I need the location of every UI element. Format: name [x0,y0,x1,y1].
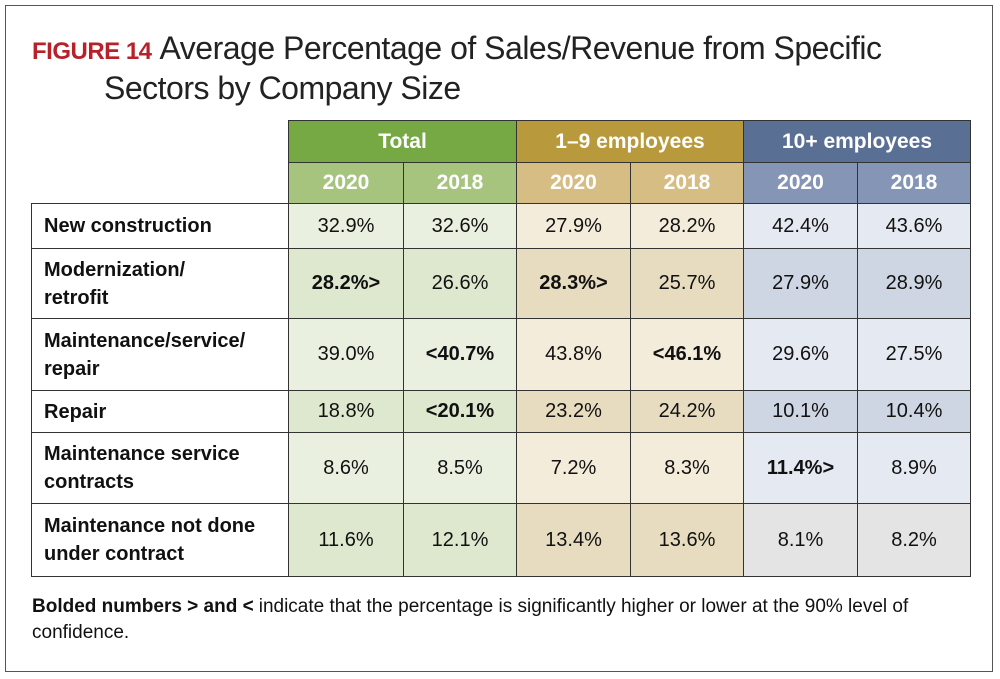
cell: 28.2% [630,203,744,249]
cell: <40.7% [403,318,517,391]
footnote-bold: Bolded numbers > and < [32,596,254,617]
row: Repair 18.8% <20.1% 23.2% 24.2% 10.1% 10.4% [31,390,971,433]
table: Total 1–9 employees 10+ employees 2020 2018 2… [31,120,971,577]
cell: 7.2% [516,432,631,504]
year-header: 2018 [857,162,971,204]
cell: 12.1% [403,503,517,577]
cell: 29.6% [743,318,858,391]
row-label: Maintenance service contracts [31,432,289,504]
cell: 10.4% [857,390,971,433]
row: Modernization/ retrofit 28.2%> 26.6% 28.3%>… [31,248,971,319]
cell: 8.9% [857,432,971,504]
cell: 18.8% [288,390,404,433]
cell: 42.4% [743,203,858,249]
cell: 27.5% [857,318,971,391]
year-header: 2020 [288,162,404,204]
cell: 27.9% [516,203,631,249]
footnote: Bolded numbers > and < indicate that the … [32,594,972,646]
cell: 8.6% [288,432,404,504]
cell: 11.4%> [743,432,858,504]
row: Maintenance/service/ repair 39.0% <40.7% 43… [31,318,971,391]
cell: 26.6% [403,248,517,319]
figure-label: FIGURE 14 [32,38,152,65]
year-header: 2020 [743,162,858,204]
cell: <46.1% [630,318,744,391]
cell: 32.6% [403,203,517,249]
title-line: Sectors by Company Size [104,70,461,106]
title-line: Average Percentage of Sales/Revenue from… [159,30,883,66]
row: New construction 32.9% 32.6% 27.9% 28.2% 42.4… [31,203,971,249]
year-header: 2018 [630,162,744,204]
footnote-text: indicate that the percentage is signific… [32,596,909,643]
cell: 32.9% [288,203,404,249]
group-header: Total [288,120,517,163]
cell: 8.1% [743,503,858,577]
cell: 28.9% [857,248,971,319]
row: Maintenance service contracts 8.6% 8.5% 7.2… [31,432,971,504]
year-row: 2020 2018 2020 2018 2020 2018 [32,162,971,204]
title: FIGURE 14 Average Percentage of Sales/Rev… [32,30,882,106]
cell: 39.0% [288,318,404,391]
cell: 23.2% [516,390,631,433]
row-label: Modernization/ retrofit [31,248,289,319]
cell: 25.7% [630,248,744,319]
cell: 28.3%> [516,248,631,319]
cell: 8.3% [630,432,744,504]
cell: 13.6% [630,503,744,577]
group-row: Total 1–9 employees 10+ employees [31,120,971,204]
cell: 10.1% [743,390,858,433]
cell: 8.2% [857,503,971,577]
row-label: New construction [31,203,289,249]
cell: 11.6% [288,503,404,577]
frame [5,5,993,672]
blank [31,120,289,204]
cell: 27.9% [743,248,858,319]
cell: 8.5% [403,432,517,504]
group-header: 1–9 employees [516,120,744,163]
year-header: 2020 [516,162,631,204]
cell: 43.8% [516,318,631,391]
row: Maintenance not done under contract 11.6%… [31,503,971,577]
row-label: Repair [31,390,289,433]
year-header: 2018 [403,162,517,204]
cell: 43.6% [857,203,971,249]
cell: 28.2%> [288,248,404,319]
cell: <20.1% [403,390,517,433]
group-header: 10+ employees [743,120,971,163]
cell: 13.4% [516,503,631,577]
row-label: Maintenance/service/ repair [31,318,289,391]
row-label: Maintenance not done under contract [31,503,289,577]
cell: 24.2% [630,390,744,433]
